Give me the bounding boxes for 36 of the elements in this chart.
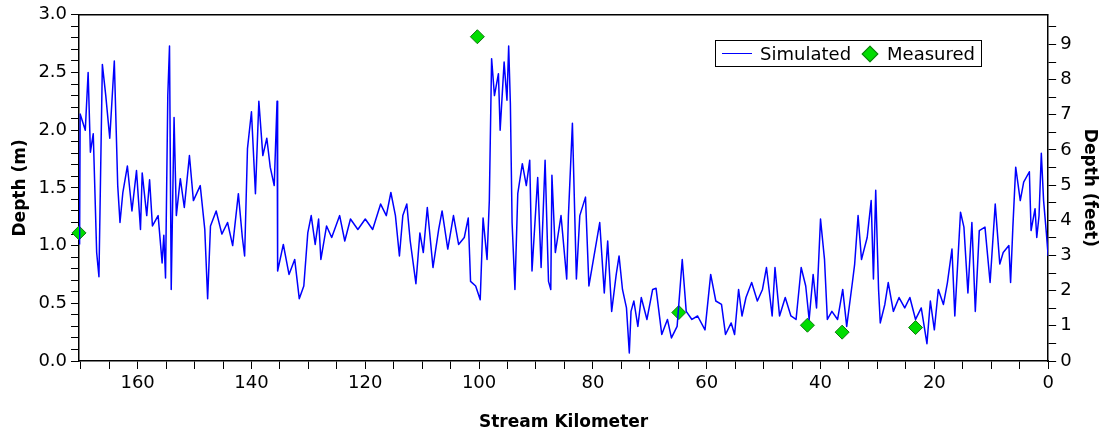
- y2-tick-label: 8: [1060, 67, 1072, 89]
- y2-tick-label: 6: [1060, 137, 1072, 159]
- x-tick-label: 120: [348, 371, 383, 393]
- point: [908, 320, 924, 336]
- point: [469, 29, 485, 45]
- x-tick-label: 80: [581, 371, 605, 393]
- y-tick-label: 1.5: [38, 175, 68, 197]
- y2-tick-label: 4: [1060, 207, 1072, 229]
- y-tick-label: 0.5: [38, 290, 68, 312]
- y2-tick-label: 0: [1060, 348, 1072, 370]
- point: [799, 317, 815, 333]
- y-axis-title: Depth (m): [8, 139, 29, 237]
- x-tick-label: 100: [461, 371, 497, 393]
- legend-label: Measured: [887, 43, 975, 64]
- y2-tick-label: 2: [1060, 278, 1072, 300]
- x-tick-label: 0: [1042, 371, 1054, 393]
- y2-tick-label: 9: [1060, 32, 1072, 54]
- y-tick-label: 3.0: [38, 2, 68, 24]
- x-tick-label: 40: [809, 371, 832, 393]
- x-axis-title: Stream Kilometer: [478, 411, 649, 432]
- y2-tick-label: 5: [1060, 172, 1072, 194]
- x-tick-label: 140: [234, 371, 269, 393]
- y-tick-label: 0.0: [38, 348, 68, 370]
- x-tick-label: 160: [120, 371, 155, 393]
- y-tick-label: 1.0: [38, 233, 68, 255]
- x-tick-label: 20: [922, 371, 946, 393]
- y2-tick-label: 7: [1060, 102, 1072, 124]
- y-tick-label: 2.5: [38, 60, 68, 82]
- legend-label: Simulated: [760, 43, 852, 64]
- y2-tick-label: 3: [1060, 243, 1072, 265]
- y2-axis-title: Depth (feet): [1081, 128, 1102, 247]
- y2-tick-label: 1: [1060, 313, 1072, 335]
- point: [71, 225, 87, 241]
- x-tick-label: 60: [695, 371, 719, 393]
- point: [834, 324, 850, 340]
- y-tick-label: 2.0: [38, 117, 68, 139]
